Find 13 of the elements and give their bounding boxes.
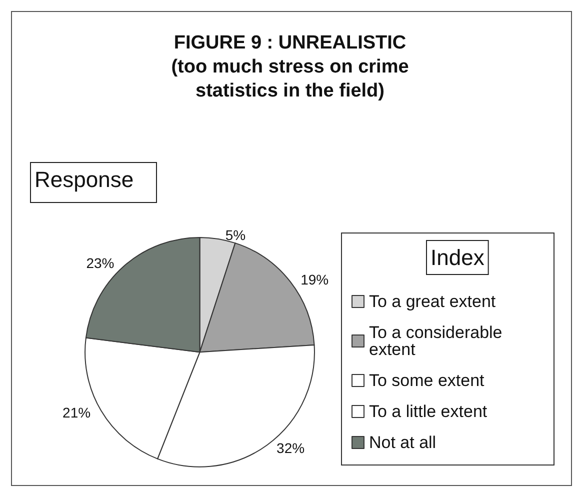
- legend-label: To some extent: [369, 371, 485, 390]
- data-label: 21%: [62, 404, 91, 421]
- legend-label: To a considerable extent: [369, 323, 507, 359]
- data-label: 5%: [225, 226, 246, 243]
- data-label: 23%: [86, 255, 114, 272]
- data-label: 19%: [300, 271, 329, 288]
- chart-title: FIGURE 9 : UNREALISTIC (too much stress on crime statistics in the field): [171, 32, 409, 102]
- legend-label: Not at all: [369, 433, 436, 452]
- data-label: 32%: [276, 440, 305, 456]
- legend-label: To a great extent: [369, 292, 496, 311]
- text: Response: [34, 167, 134, 192]
- legend-label: To a little extent: [369, 402, 488, 421]
- legend-title: Index: [430, 245, 484, 270]
